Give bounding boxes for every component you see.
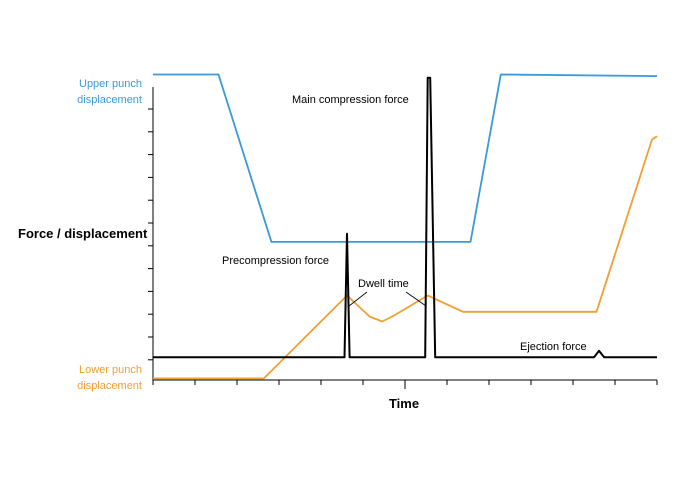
x-axis-label: Time <box>389 396 419 411</box>
force-line <box>153 76 657 359</box>
upper-punch-label-line1: Upper punch <box>79 78 142 90</box>
annotation-dwell-time: Dwell time <box>358 278 409 290</box>
upper-punch-label-line2: displacement <box>77 94 142 106</box>
lower-punch-label-line1: Lower punch <box>79 364 142 376</box>
annotation-ejection: Ejection force <box>520 341 587 353</box>
dwell-pointer-right <box>405 291 427 307</box>
lower-punch-line <box>153 135 658 380</box>
plot-area <box>153 73 658 380</box>
upper-punch-line <box>153 73 658 243</box>
dwell-pointer-left <box>348 291 368 307</box>
annotation-main-compression: Main compression force <box>292 94 409 106</box>
axes <box>148 87 658 389</box>
y-axis-label: Force / displacement <box>18 226 148 241</box>
labels: Force / displacement Time Upper punch di… <box>18 78 587 411</box>
lower-punch-label-line2: displacement <box>77 380 142 392</box>
annotation-precompression: Precompression force <box>222 255 329 267</box>
